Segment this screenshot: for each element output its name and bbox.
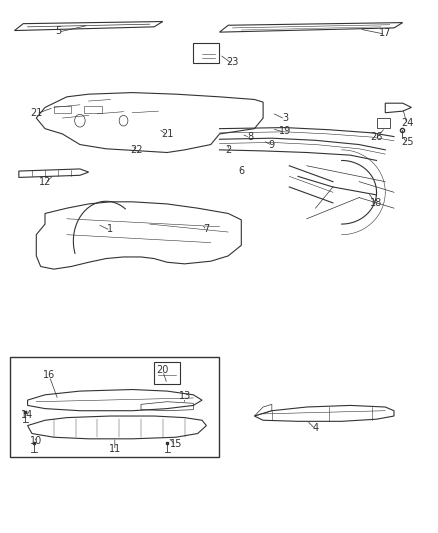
Text: 21: 21 — [30, 108, 42, 118]
Text: 20: 20 — [156, 365, 169, 375]
Text: 23: 23 — [226, 58, 238, 67]
Text: 9: 9 — [268, 140, 274, 150]
Text: 13: 13 — [178, 391, 190, 401]
Text: 15: 15 — [170, 439, 182, 449]
Text: 1: 1 — [107, 224, 113, 235]
Bar — [376, 118, 389, 127]
Text: 7: 7 — [203, 224, 209, 235]
Bar — [10, 357, 219, 457]
Text: 25: 25 — [400, 137, 413, 147]
Bar — [84, 107, 102, 113]
Text: 21: 21 — [161, 129, 173, 139]
Text: 14: 14 — [21, 410, 34, 420]
Text: 16: 16 — [43, 370, 55, 380]
Text: 26: 26 — [370, 132, 382, 142]
Text: 18: 18 — [370, 198, 382, 208]
Text: 4: 4 — [312, 423, 318, 433]
Text: 24: 24 — [400, 118, 412, 128]
Bar — [154, 362, 180, 384]
Text: 2: 2 — [225, 145, 231, 155]
Text: 12: 12 — [39, 176, 51, 187]
Text: 11: 11 — [109, 445, 120, 455]
Bar — [53, 107, 71, 113]
Text: 22: 22 — [130, 145, 142, 155]
Text: 6: 6 — [238, 166, 244, 176]
Text: 3: 3 — [281, 113, 287, 123]
Text: 5: 5 — [55, 26, 61, 36]
Text: 8: 8 — [247, 132, 253, 142]
Text: 10: 10 — [30, 437, 42, 447]
Bar — [193, 43, 219, 63]
Text: 17: 17 — [378, 28, 391, 38]
Text: 19: 19 — [278, 126, 290, 136]
